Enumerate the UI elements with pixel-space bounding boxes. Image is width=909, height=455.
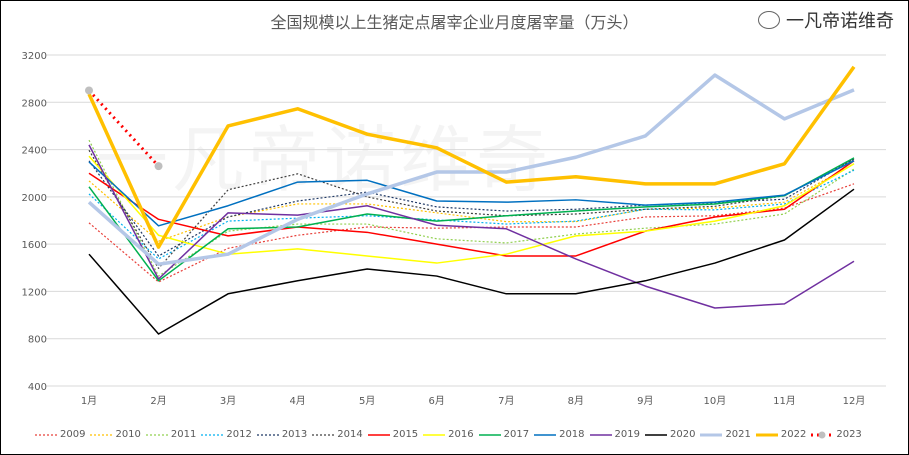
legend-item: 2012 <box>201 429 252 440</box>
y-tick-label: 1200 <box>22 287 47 298</box>
series-line-2011 <box>88 139 855 277</box>
legend-item: 2009 <box>35 429 85 440</box>
x-tick-label: 12月 <box>843 395 866 407</box>
y-tick-label: 1600 <box>22 240 47 251</box>
legend-label: 2023 <box>836 429 862 440</box>
legend-swatch <box>534 433 557 436</box>
legend-item: 2013 <box>256 429 308 440</box>
legend-label: 2017 <box>503 429 530 440</box>
series-line-2012 <box>88 169 855 260</box>
series-line-2015 <box>88 160 855 257</box>
series-line-2021 <box>87 73 855 266</box>
legend-label: 2020 <box>669 429 696 440</box>
chart-title: 全国规模以上生猪定点屠宰企业月度屠宰量（万头） <box>270 13 639 32</box>
legend-label: 2013 <box>281 429 308 440</box>
legend-swatch <box>256 433 279 436</box>
legend-label: 2011 <box>170 429 197 440</box>
y-tick-label: 3200 <box>22 51 47 62</box>
legend-label: 2021 <box>725 429 751 440</box>
legend-label: 2018 <box>559 429 585 440</box>
legend-label: 2019 <box>614 429 640 440</box>
plot-area: 400 800 1200 1600 2000 2400 2800 3200 1月 2月 3月 4月 5月… <box>22 51 886 407</box>
series-line-2023 <box>87 89 160 168</box>
legend-item: 2023 <box>811 429 862 440</box>
watermark-text: 一凡帝诺维奇 <box>786 11 894 32</box>
legend-label: 2015 <box>392 429 419 440</box>
legend-swatch <box>811 431 834 438</box>
legend-swatch <box>201 433 224 436</box>
legend-swatch <box>35 433 57 436</box>
wechat-icon <box>758 11 780 29</box>
series-line-2019 <box>88 144 855 309</box>
y-tick-label: 800 <box>28 335 47 346</box>
y-tick-label: 2400 <box>22 146 47 157</box>
legend: 2009 2010 2011 2012 2013 2014 2015 2016 2017 2018… <box>35 429 867 440</box>
x-tick-label: 10月 <box>704 395 727 407</box>
x-tick-label: 3月 <box>220 395 236 407</box>
x-tick-label: 9月 <box>637 395 653 407</box>
x-tick-label: 11月 <box>773 395 796 407</box>
x-tick-label: 5月 <box>359 395 375 407</box>
x-tick-label: 1月 <box>81 395 97 407</box>
x-tick-label: 6月 <box>429 395 445 407</box>
legend-item: 2011 <box>145 429 197 440</box>
legend-swatch <box>423 433 446 436</box>
legend-swatch <box>90 433 113 436</box>
legend-swatch <box>589 433 612 436</box>
legend-item: 2021 <box>700 429 751 440</box>
legend-swatch <box>700 433 723 436</box>
legend-swatch <box>145 433 168 436</box>
legend-item: 2020 <box>644 429 696 440</box>
series-line-2009 <box>88 183 855 283</box>
legend-item: 2015 <box>367 429 419 440</box>
y-tick-label: 2800 <box>22 98 47 109</box>
legend-label: 2009 <box>60 429 86 440</box>
legend-swatch <box>755 433 778 436</box>
legend-label: 2012 <box>226 429 252 440</box>
legend-item: 2018 <box>534 429 585 440</box>
background-watermark: 一凡帝诺维奇 <box>96 101 552 206</box>
legend-label: 2016 <box>448 429 474 440</box>
x-tick-label: 8月 <box>568 395 584 407</box>
series-line-2010 <box>88 163 855 242</box>
legend-swatch <box>478 433 501 436</box>
series-line-2022 <box>87 65 856 249</box>
series-line-2016 <box>88 155 855 264</box>
legend-item: 2022 <box>755 429 807 440</box>
legend-swatch <box>644 433 667 436</box>
y-tick-label: 400 <box>28 382 47 393</box>
series-line-2018 <box>88 160 855 227</box>
legend-item: 2017 <box>478 429 530 440</box>
legend-item: 2010 <box>90 429 141 440</box>
x-tick-label: 4月 <box>289 395 305 407</box>
x-tick-label: 2月 <box>150 395 166 407</box>
legend-label: 2022 <box>780 429 807 440</box>
legend-item: 2016 <box>423 429 474 440</box>
legend-item: 2014 <box>312 429 363 440</box>
series-line-2017 <box>88 157 855 282</box>
legend-swatch <box>312 433 335 436</box>
y-tick-label: 2000 <box>22 193 47 204</box>
legend-item: 2019 <box>589 429 640 440</box>
legend-swatch <box>367 433 390 436</box>
data-point-2023 <box>154 162 163 171</box>
x-tick-label: 7月 <box>498 395 514 407</box>
wechat-watermark: 一凡帝诺维奇 <box>758 7 894 33</box>
legend-label: 2010 <box>115 429 141 440</box>
series-line-2020 <box>88 188 855 335</box>
series-line-2014 <box>88 149 855 269</box>
data-point-2023 <box>85 86 93 95</box>
legend-label: 2014 <box>337 429 363 440</box>
